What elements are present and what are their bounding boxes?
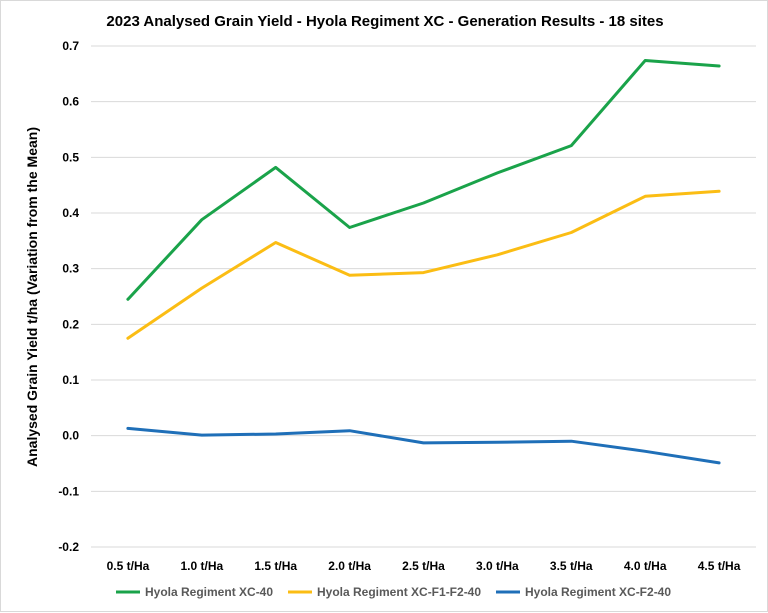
x-tick-label: 1.5 t/Ha: [254, 559, 297, 573]
y-tick-label: 0.2: [62, 317, 79, 331]
y-axis-label: Analysed Grain Yield t/ha (Variation fro…: [24, 127, 40, 467]
legend-label: Hyola Regiment XC-F2-40: [525, 585, 671, 599]
y-tick-label: 0.7: [62, 39, 79, 53]
series-line-1: [128, 61, 719, 300]
x-axis-ticks: 0.5 t/Ha 1.0 t/Ha 1.5 t/Ha 2.0 t/Ha 2.5 t/Ha…: [107, 559, 741, 573]
legend-item-3: Hyola Regiment XC-F2-40: [496, 585, 671, 599]
x-tick-label: 3.5 t/Ha: [550, 559, 593, 573]
x-tick-label: 0.5 t/Ha: [107, 559, 150, 573]
y-tick-label: 0.1: [62, 373, 79, 387]
legend-label: Hyola Regiment XC-F1-F2-40: [317, 585, 481, 599]
x-tick-label: 4.5 t/Ha: [698, 559, 741, 573]
x-tick-label: 4.0 t/Ha: [624, 559, 667, 573]
chart-title: 2023 Analysed Grain Yield - Hyola Regime…: [106, 13, 663, 30]
y-tick-label: 0.0: [62, 429, 79, 443]
legend-label: Hyola Regiment XC-40: [145, 585, 273, 599]
series-line-3: [128, 428, 719, 463]
y-tick-label: 0.6: [62, 95, 79, 109]
x-tick-label: 2.5 t/Ha: [402, 559, 445, 573]
legend-item-1: Hyola Regiment XC-40: [116, 585, 273, 599]
x-tick-label: 1.0 t/Ha: [180, 559, 223, 573]
legend-item-2: Hyola Regiment XC-F1-F2-40: [288, 585, 481, 599]
y-tick-label: -0.2: [58, 540, 79, 554]
y-tick-label: -0.1: [58, 484, 79, 498]
y-tick-label: 0.4: [62, 206, 79, 220]
x-tick-label: 3.0 t/Ha: [476, 559, 519, 573]
x-tick-label: 2.0 t/Ha: [328, 559, 371, 573]
y-tick-label: 0.5: [62, 150, 79, 164]
y-tick-label: 0.3: [62, 262, 79, 276]
y-axis-ticks: -0.2 -0.1 0.0 0.1 0.2 0.3 0.4 0.5 0.6 0.7: [58, 39, 79, 554]
legend: Hyola Regiment XC-40 Hyola Regiment XC-F1…: [116, 585, 671, 599]
series-lines: [128, 60, 719, 463]
